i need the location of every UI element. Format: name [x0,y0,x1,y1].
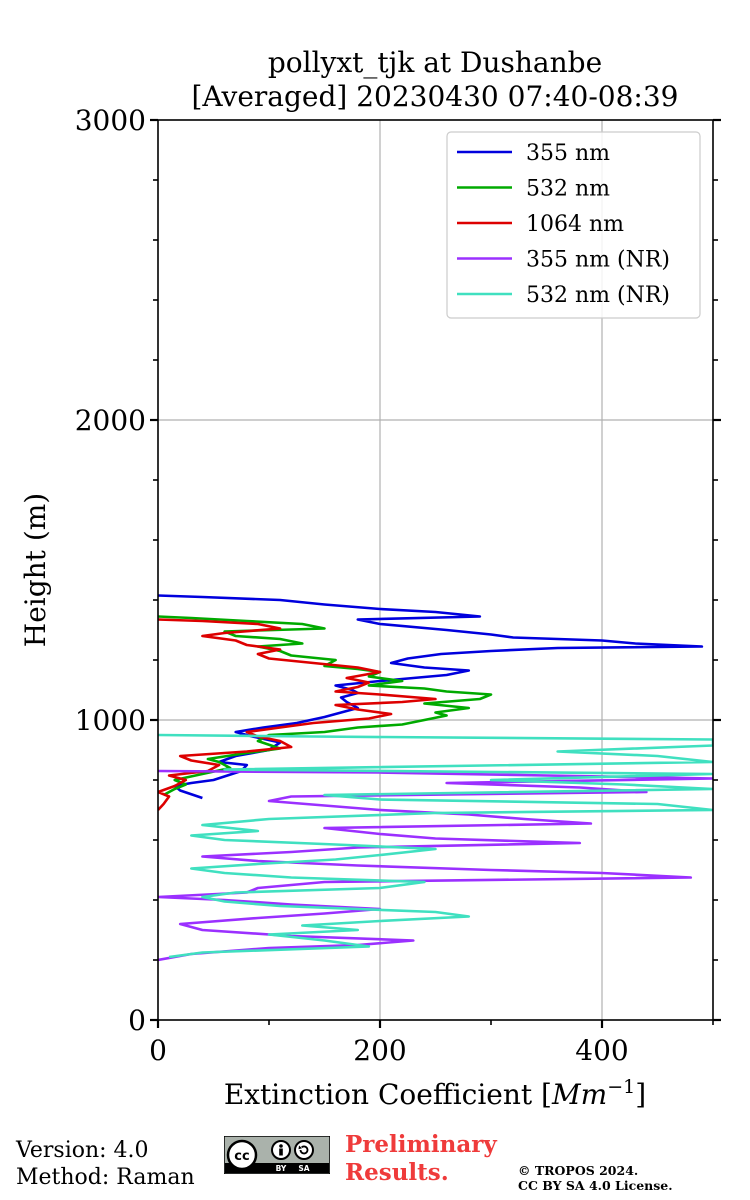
x-axis-label: Extinction Coefficient [Mm−1] [224,1076,646,1111]
legend-box [446,131,701,319]
plot-frame [157,119,714,1021]
legend-label-4: 532 nm (NR) [526,283,670,308]
share-alike-icon [294,1140,314,1160]
legend-label-3: 355 nm (NR) [526,248,670,273]
svg-text:BY: BY [276,1164,287,1173]
svg-text:cc: cc [234,1149,249,1164]
legend: 355 nm 532 nm 1064 nm 355 nm (NR) 532 nm (NR… [446,131,701,319]
x-tick-label-1: 200 [353,1034,406,1067]
cc-icon [226,1139,258,1171]
series-line-1 [158,615,493,797]
legend-label-0: 355 nm [526,141,610,166]
cc-by-sa-badge: cc BY SA [224,1136,330,1174]
y-axis-label: Height (m) [19,493,52,647]
chart-subtitle: [Averaged] 20230430 07:40-08:39 [192,80,679,113]
y-tick-label-3: 3000 [75,104,146,137]
series-lines [158,594,713,962]
footer-method: Method: Raman [16,1165,195,1190]
series-line-4 [158,733,713,959]
copyright-note: © TROPOS 2024. CC BY SA 4.0 License. [518,1163,673,1193]
x-tick-label-0: 0 [149,1034,167,1067]
axis-ticks: 0 1000 2000 3000 0 200 400 [75,104,721,1067]
y-tick-label-0: 0 [128,1004,146,1037]
y-tick-label-2: 2000 [75,404,146,437]
legend-label-2: 1064 nm [526,212,624,237]
footer-version: Version: 4.0 [16,1138,149,1163]
chart-title: pollyxt_tjk at Dushanbe [268,46,602,79]
preliminary-results-note: Preliminary Results. [345,1131,497,1186]
x-tick-label-2: 400 [575,1034,628,1067]
legend-label-1: 532 nm [526,177,610,202]
series-line-3 [158,769,713,962]
extinction-profile-chart: pollyxt_tjk at Dushanbe [Averaged] 20230… [19,46,721,1111]
y-tick-label-1: 1000 [75,704,146,737]
svg-text:SA: SA [298,1164,309,1173]
